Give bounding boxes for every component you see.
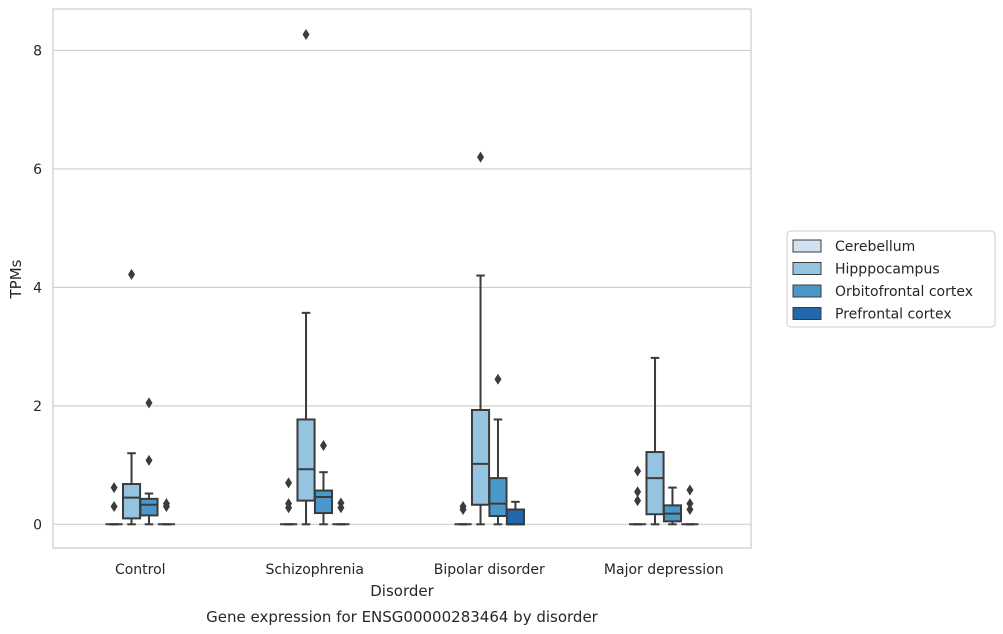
plot-frame xyxy=(52,8,752,549)
outlier-point xyxy=(494,373,502,385)
legend-swatch xyxy=(792,262,822,275)
box-prefrontal-cortex xyxy=(157,498,175,526)
legend-frame xyxy=(786,230,996,328)
box-hipppocampus xyxy=(121,268,142,526)
legend: Cerebellum Hipppocampus Orbitofrontal cort… xyxy=(786,230,996,328)
outlier-point xyxy=(634,495,642,507)
outlier-point xyxy=(302,28,310,40)
outlier-point xyxy=(686,504,694,515)
y-tick-label: 0 xyxy=(33,517,42,533)
legend-swatch xyxy=(792,284,822,298)
outlier-point xyxy=(162,498,170,510)
x-tick-label: Major depression xyxy=(604,562,724,578)
outlier-point xyxy=(686,498,694,510)
outlier-point xyxy=(459,501,467,513)
box-iqr xyxy=(645,451,665,516)
outlier-point xyxy=(145,454,153,466)
outlier-point xyxy=(145,397,153,409)
chart-caption: Gene expression for ENSG00000283464 by d… xyxy=(206,608,599,626)
box-hipppocampus xyxy=(645,356,665,526)
x-tick-label: Schizophrenia xyxy=(266,562,364,578)
y-tick-label: 6 xyxy=(33,162,42,178)
legend-swatch xyxy=(792,307,822,320)
boxplot-marks xyxy=(105,28,699,526)
legend-label: Hipppocampus xyxy=(835,262,940,278)
box-prefrontal-cortex xyxy=(681,484,699,526)
outlier-point xyxy=(319,440,327,452)
box-cerebellum xyxy=(280,477,298,526)
box-hipppocampus xyxy=(470,151,491,526)
outlier-point xyxy=(285,498,293,510)
box-prefrontal-cortex xyxy=(332,497,350,526)
x-axis-ticks: Control Schizophrenia Bipolar disorder Majo… xyxy=(115,562,724,578)
box-iqr xyxy=(313,489,334,515)
y-tick-label: 2 xyxy=(33,399,42,415)
box-iqr xyxy=(488,477,508,518)
outlier-point xyxy=(686,484,694,496)
y-tick-label: 4 xyxy=(33,280,42,296)
legend-label: Orbitofrontal cortex xyxy=(835,284,973,300)
outlier-point xyxy=(285,477,293,489)
box-iqr xyxy=(296,418,316,502)
y-tick-label: 8 xyxy=(33,43,42,59)
outlier-point xyxy=(337,497,345,509)
y-axis-ticks: 0 2 4 6 8 xyxy=(33,43,42,533)
outlier-point xyxy=(128,268,136,280)
legend-label: Prefrontal cortex xyxy=(835,307,952,323)
box-iqr xyxy=(121,483,142,520)
box-orbitofrontal-cortex xyxy=(139,397,159,526)
box-iqr xyxy=(505,508,525,526)
box-hipppocampus xyxy=(296,28,316,526)
box-orbitofrontal-cortex xyxy=(662,486,683,526)
box-cerebellum xyxy=(629,465,647,526)
box-iqr xyxy=(470,408,491,506)
outlier-point xyxy=(634,486,642,498)
box-iqr xyxy=(139,497,159,517)
x-axis-label: Disorder xyxy=(370,582,434,600)
outlier-point xyxy=(110,501,118,513)
box-orbitofrontal-cortex xyxy=(313,440,334,526)
box-cerebellum xyxy=(454,501,472,526)
x-tick-label: Control xyxy=(115,562,166,578)
box-orbitofrontal-cortex xyxy=(488,373,508,526)
box-prefrontal-cortex xyxy=(505,500,525,526)
x-tick-label: Bipolar disorder xyxy=(434,562,545,578)
box-cerebellum xyxy=(105,482,123,526)
legend-label: Cerebellum xyxy=(835,239,915,255)
outlier-point xyxy=(110,482,118,494)
legend-swatch xyxy=(792,239,822,253)
y-axis-label: TPMs xyxy=(7,259,25,299)
outlier-point xyxy=(477,151,485,163)
outlier-point xyxy=(634,465,642,477)
